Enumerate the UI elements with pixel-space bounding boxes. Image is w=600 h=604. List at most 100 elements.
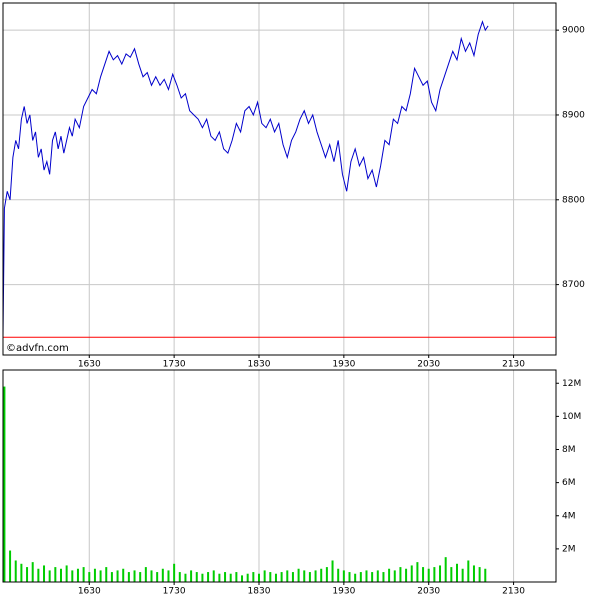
volume-bar <box>320 568 323 582</box>
volume-bar <box>376 570 379 582</box>
volume-bar <box>427 568 430 582</box>
panel-border <box>2 2 557 356</box>
x-tick-label: 1630 <box>78 587 101 597</box>
volume-bar <box>190 570 193 582</box>
y-tick-label: 9000 <box>562 26 585 36</box>
volume-bar <box>88 572 91 582</box>
volume-bar <box>393 570 396 582</box>
volume-bar <box>184 573 187 582</box>
volume-bar <box>71 570 74 582</box>
volume-bar <box>371 572 374 582</box>
volume-bar <box>144 567 147 582</box>
volume-bar <box>161 568 164 582</box>
volume-bar <box>76 568 79 582</box>
y-tick-label: 6M <box>562 478 576 488</box>
y-tick-label: 8M <box>562 445 576 455</box>
y-tick-label: 8800 <box>562 195 585 205</box>
x-tick-label: 1630 <box>78 360 101 370</box>
volume-bar <box>246 573 249 582</box>
volume-bar <box>416 562 419 582</box>
volume-bar <box>280 572 283 582</box>
volume-bar <box>388 568 391 582</box>
volume-bar <box>450 567 453 582</box>
volume-bar <box>252 572 255 582</box>
volume-bar <box>325 567 328 582</box>
x-tick-label: 2130 <box>502 587 525 597</box>
volume-bar <box>195 572 198 582</box>
volume-bar <box>337 568 340 582</box>
y-tick-label: 8700 <box>562 280 585 290</box>
x-tick-label: 2030 <box>417 360 440 370</box>
volume-bar <box>54 567 57 582</box>
volume-bar <box>484 568 487 582</box>
y-tick-label: 2M <box>562 544 576 554</box>
volume-bar <box>263 570 266 582</box>
volume-bar <box>314 570 317 582</box>
volume-bar <box>235 572 238 582</box>
volume-bar <box>365 570 368 582</box>
x-tick-label: 1930 <box>332 360 355 370</box>
volume-bar <box>269 572 272 582</box>
volume-bar <box>422 567 425 582</box>
volume-bar <box>212 570 215 582</box>
volume-bar <box>241 575 244 582</box>
volume-bar <box>439 565 442 582</box>
volume-bar <box>410 565 413 582</box>
panel <box>3 3 556 355</box>
volume-bar <box>26 567 29 582</box>
volume-bar <box>218 573 221 582</box>
volume-bar <box>201 573 204 582</box>
volume-bar <box>59 568 62 582</box>
x-tick-label: 1830 <box>248 587 271 597</box>
volume-bar <box>31 562 34 582</box>
volume-bar <box>348 572 351 582</box>
volume-bar <box>342 570 345 582</box>
volume-bar <box>110 572 113 582</box>
x-tick-label: 1730 <box>163 360 186 370</box>
volume-bar <box>65 565 68 582</box>
volume-bar <box>116 570 119 582</box>
panel-border <box>2 369 557 583</box>
volume-bar <box>461 568 464 582</box>
x-tick-label: 1730 <box>163 587 186 597</box>
volume-bar <box>37 568 40 582</box>
volume-bar <box>297 568 300 582</box>
watermark: ©advfn.com <box>6 343 69 354</box>
volume-bar <box>207 572 210 582</box>
volume-bar <box>274 573 277 582</box>
volume-bar <box>399 567 402 582</box>
volume-bar <box>156 572 159 582</box>
volume-bar <box>444 557 447 582</box>
volume-bar <box>405 568 408 582</box>
volume-bar <box>3 386 6 582</box>
volume-bar <box>139 572 142 582</box>
volume-bar <box>99 570 102 582</box>
volume-bar <box>433 567 436 582</box>
volume-bar <box>43 565 46 582</box>
volume-bar <box>229 573 232 582</box>
volume-bar <box>257 573 260 582</box>
volume-bar <box>150 570 153 582</box>
y-tick-label: 8900 <box>562 110 585 120</box>
price-line <box>2 20 489 338</box>
volume-bar <box>122 568 125 582</box>
x-tick-label: 2030 <box>417 587 440 597</box>
volume-bar <box>224 572 227 582</box>
volume-bar <box>308 572 311 582</box>
x-tick-label: 2130 <box>502 360 525 370</box>
volume-bar <box>178 572 181 582</box>
volume-bar <box>472 565 475 582</box>
x-tick-label: 1930 <box>332 587 355 597</box>
volume-bar <box>48 570 51 582</box>
volume-bar <box>291 572 294 582</box>
volume-bar <box>478 567 481 582</box>
y-tick-label: 4M <box>562 511 576 521</box>
y-tick-label: 12M <box>562 379 581 389</box>
volume-bar <box>105 567 108 582</box>
volume-bar <box>331 560 334 582</box>
volume-bar <box>173 563 176 582</box>
volume-bar <box>167 570 170 582</box>
volume-bar <box>9 550 12 582</box>
